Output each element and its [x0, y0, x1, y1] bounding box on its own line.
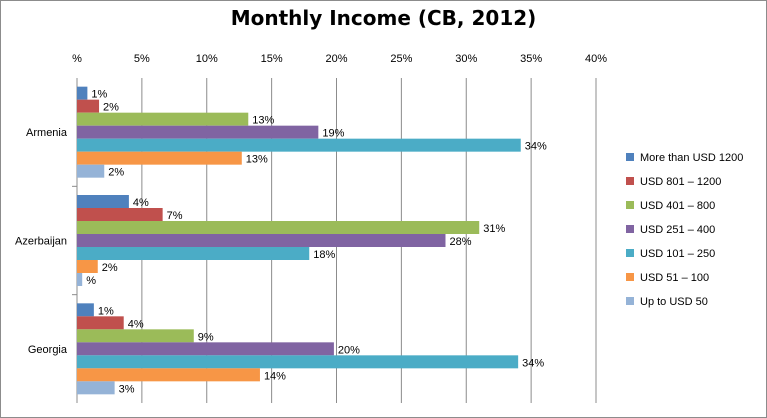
data-label: % [86, 275, 96, 287]
legend-label: More than USD 1200 [640, 152, 743, 164]
data-label: 1% [98, 305, 114, 317]
legend-label: USD 801 – 1200 [640, 176, 721, 188]
legend-swatch [626, 201, 634, 209]
bar [77, 234, 446, 247]
legend-swatch [626, 177, 634, 185]
category-label: Azerbaijan [15, 236, 67, 248]
bar [77, 138, 521, 152]
data-label: 28% [449, 236, 471, 248]
category-label: Armenia [26, 127, 68, 139]
bar [77, 329, 194, 343]
legend-swatch [626, 273, 634, 281]
bar [77, 195, 129, 208]
data-label: 4% [128, 318, 144, 330]
bar [77, 221, 480, 234]
data-label: 1% [91, 89, 107, 101]
category-label: Georgia [28, 344, 68, 356]
legend-swatch [626, 249, 634, 257]
legend-swatch [626, 225, 634, 233]
data-label: 13% [252, 115, 274, 127]
data-label: 7% [167, 210, 183, 222]
legend-swatch [626, 153, 634, 161]
legend-label: USD 251 – 400 [640, 224, 715, 236]
data-label: 4% [133, 197, 149, 209]
legend-swatch [626, 297, 634, 305]
x-tick-label: 15% [261, 53, 283, 65]
bar [77, 208, 163, 221]
legend-label: USD 51 – 100 [640, 272, 709, 284]
bar [77, 86, 88, 100]
bar [77, 381, 115, 395]
bar [77, 342, 334, 356]
legend-label: Up to USD 50 [640, 296, 708, 308]
legend-label: USD 101 – 250 [640, 248, 715, 260]
x-tick-label: 40% [585, 53, 607, 65]
x-tick-label: 25% [390, 53, 412, 65]
bar [77, 151, 242, 165]
data-label: 34% [522, 357, 544, 369]
bar [77, 125, 319, 139]
bar [77, 247, 310, 260]
data-label: 2% [108, 167, 124, 179]
data-label: 20% [338, 344, 360, 356]
legend-label: USD 401 – 800 [640, 200, 715, 212]
bar [77, 316, 124, 330]
bar [77, 99, 100, 113]
data-label: 9% [198, 331, 214, 343]
x-tick-label: 10% [196, 53, 218, 65]
data-label: 2% [103, 102, 119, 114]
data-label: 2% [102, 262, 118, 274]
x-tick-label: 35% [520, 53, 542, 65]
bar [77, 368, 260, 382]
data-label: 31% [483, 223, 505, 235]
x-tick-label: 30% [455, 53, 477, 65]
bar [77, 355, 519, 369]
bar [77, 112, 249, 126]
data-label: 13% [246, 154, 268, 166]
data-label: 14% [264, 370, 286, 382]
bar [77, 164, 105, 178]
x-tick-label: 5% [134, 53, 150, 65]
x-tick-label: % [72, 53, 82, 65]
data-label: 19% [322, 128, 344, 140]
data-label: 18% [313, 249, 335, 261]
bar [77, 260, 98, 273]
x-tick-label: 20% [325, 53, 347, 65]
bar [77, 303, 94, 317]
bar [77, 273, 83, 286]
data-label: 34% [525, 141, 547, 153]
chart-title: Monthly Income (CB, 2012) [230, 6, 537, 30]
data-label: 3% [119, 383, 135, 395]
